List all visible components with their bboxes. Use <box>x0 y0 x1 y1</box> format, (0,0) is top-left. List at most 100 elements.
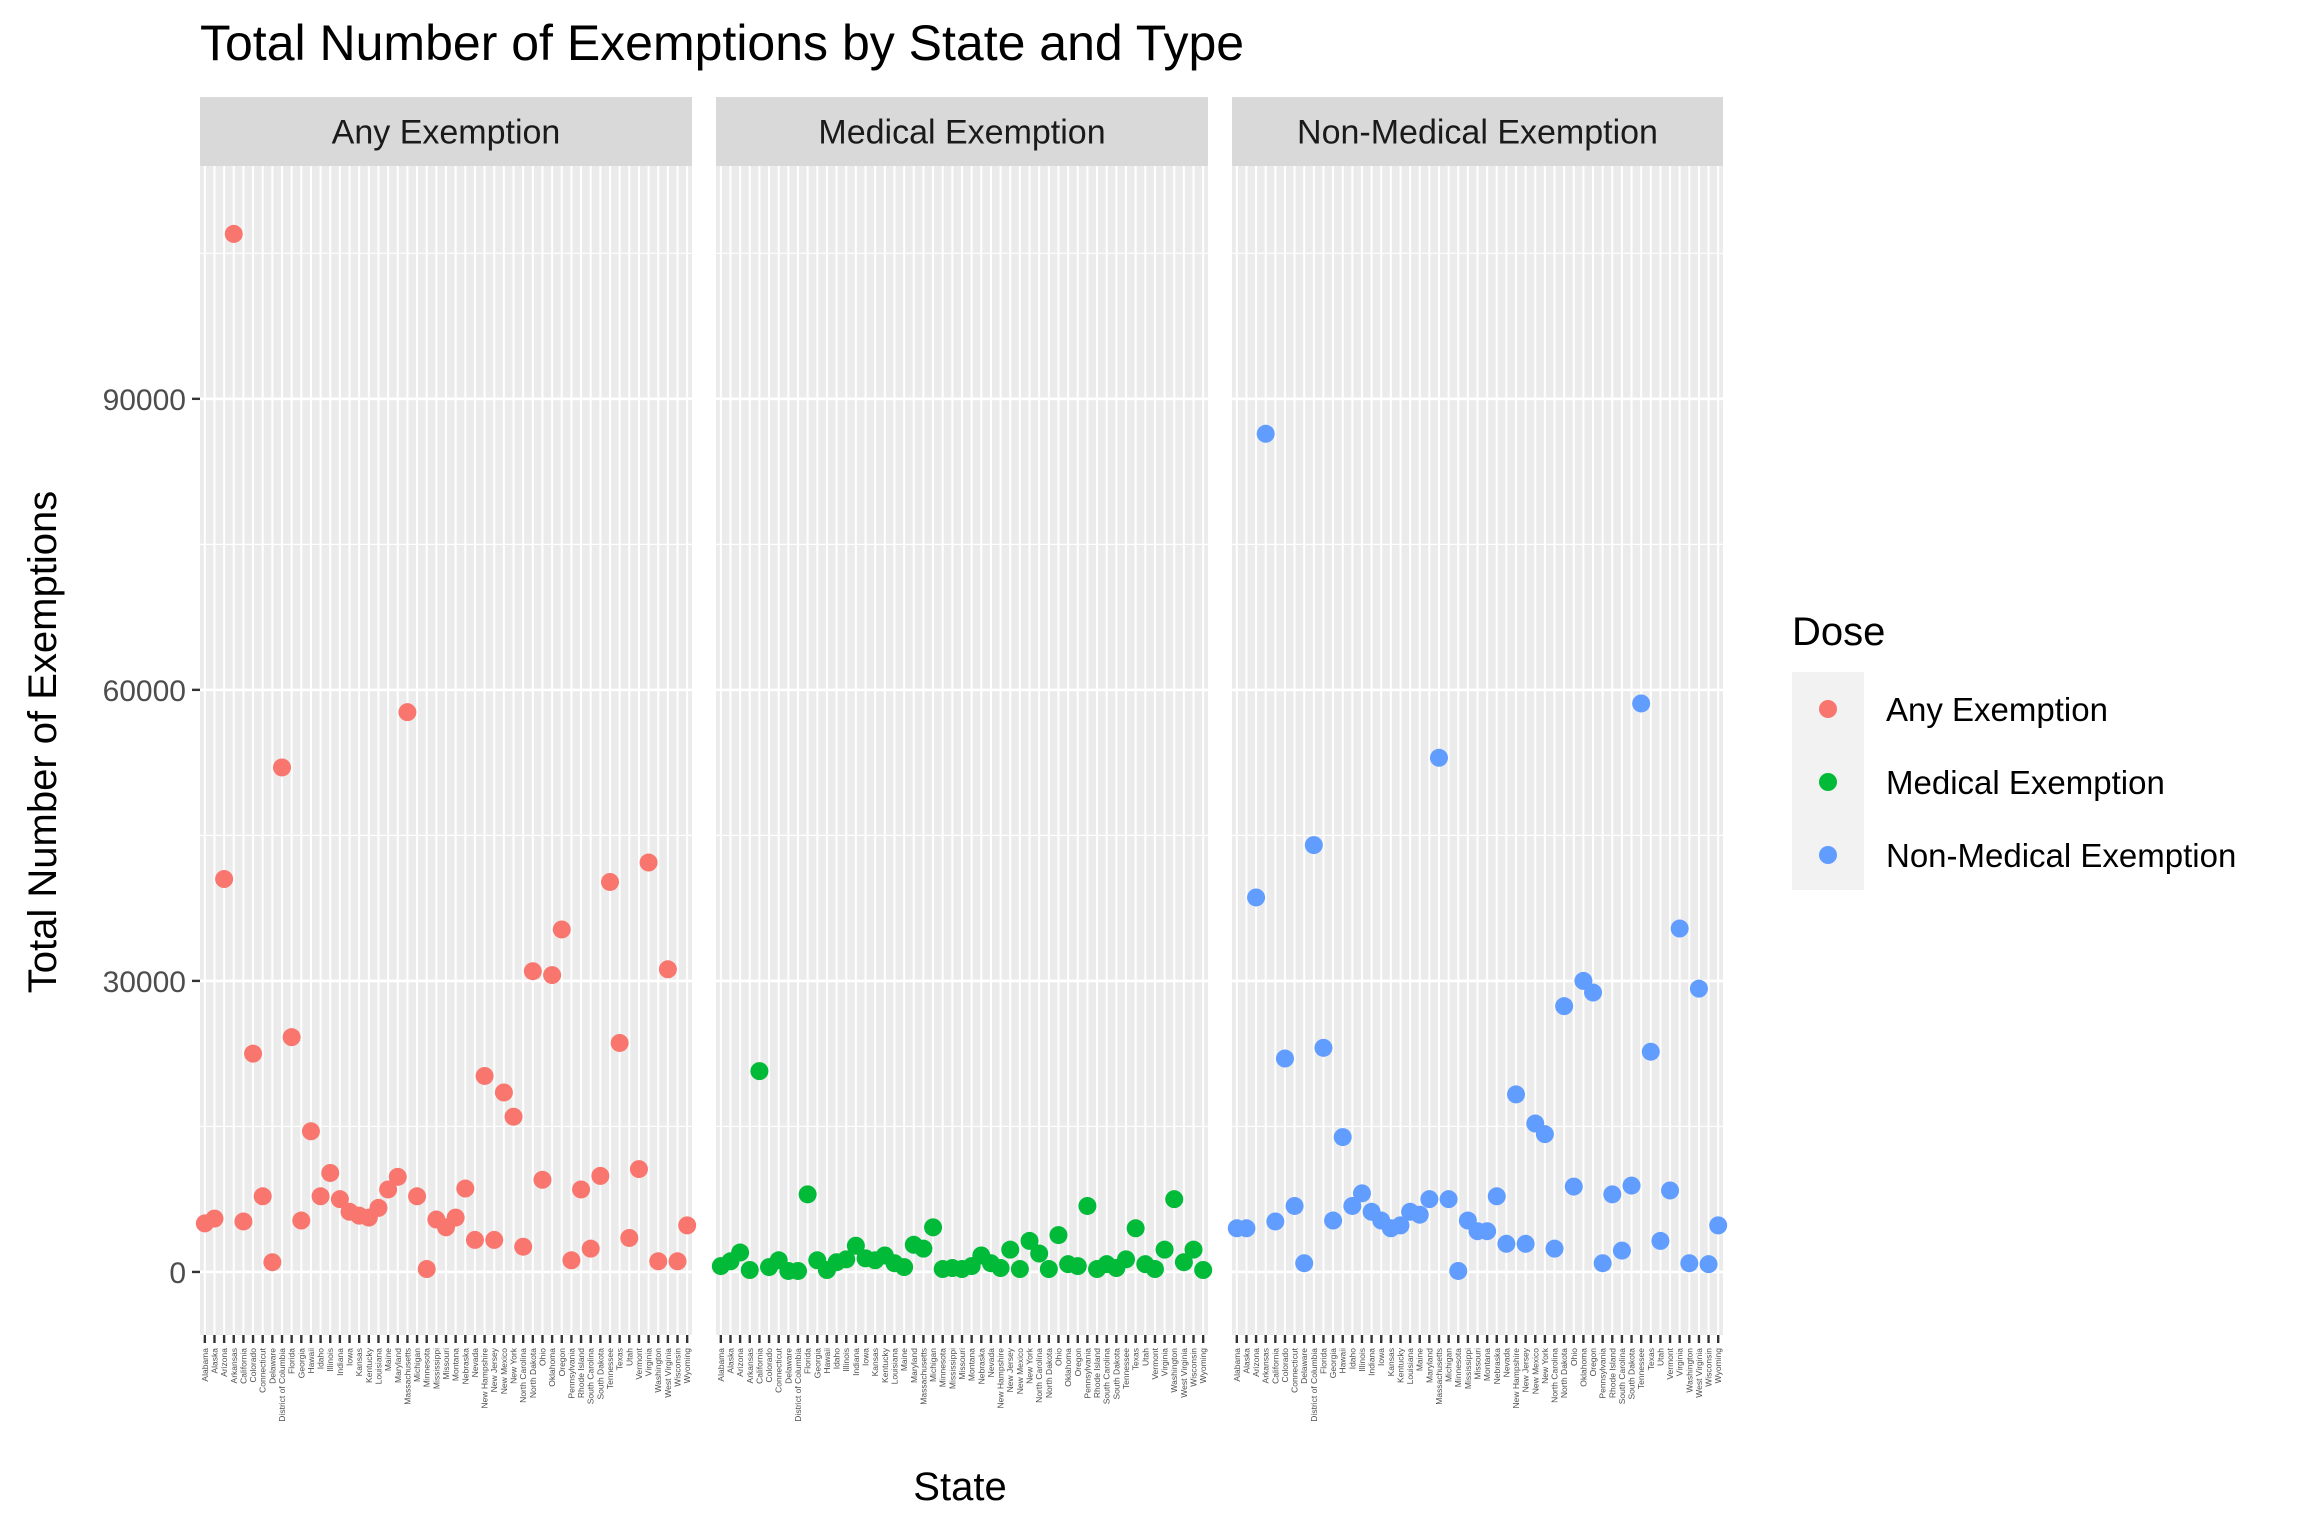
data-point <box>1010 1260 1029 1279</box>
data-point <box>1237 1219 1256 1238</box>
x-tick-label: North Dakota <box>528 1348 538 1398</box>
data-point <box>1603 1185 1622 1204</box>
data-point <box>301 1122 320 1141</box>
x-tick-label: Maryland <box>909 1348 919 1383</box>
data-point <box>1352 1184 1371 1203</box>
x-tick-label: Florida <box>1318 1348 1328 1374</box>
x-tick-label: Minnesota <box>422 1348 432 1387</box>
data-point <box>1145 1260 1164 1279</box>
data-point <box>1632 694 1651 713</box>
data-point <box>234 1212 253 1231</box>
data-point <box>465 1230 484 1249</box>
data-point <box>311 1187 330 1206</box>
data-point <box>620 1228 639 1247</box>
x-tick-label: Mississippi <box>947 1348 957 1389</box>
data-point <box>601 872 619 891</box>
data-point <box>1174 1253 1193 1272</box>
x-tick-label: Oklahoma <box>1063 1348 1073 1387</box>
x-tick-label: Louisiana <box>1405 1348 1415 1385</box>
x-tick-label: Illinois <box>841 1348 851 1372</box>
x-tick-label: Utah <box>1140 1348 1150 1366</box>
x-tick-label: Connecticut <box>258 1347 268 1393</box>
x-tick-label: Colorado <box>248 1348 258 1383</box>
x-tick-label: Arizona <box>1251 1348 1261 1377</box>
x-tick-label: Pennsylvania <box>1082 1348 1092 1399</box>
x-tick-label: Arkansas <box>1261 1348 1271 1383</box>
x-tick-label: West Virginia <box>1179 1348 1189 1398</box>
data-point <box>581 1239 600 1258</box>
data-point <box>1670 919 1689 938</box>
x-tick-label: New Mexico <box>1015 1348 1025 1395</box>
data-point <box>1333 1128 1352 1147</box>
data-point <box>1439 1190 1458 1209</box>
x-tick-label: Pennsylvania <box>566 1348 576 1399</box>
x-tick-label: Michigan <box>1444 1348 1454 1382</box>
data-point <box>1699 1255 1718 1274</box>
data-point <box>1584 983 1603 1002</box>
x-tick-label: Connecticut <box>774 1347 784 1393</box>
x-tick-label: Idaho <box>316 1348 326 1370</box>
x-tick-label: New Mexico <box>499 1348 509 1395</box>
x-tick-label: Wisconsin <box>1704 1348 1714 1387</box>
x-tick-label: Connecticut <box>1290 1347 1300 1393</box>
data-point <box>1680 1254 1699 1273</box>
data-point <box>388 1167 407 1186</box>
x-tick-label: South Carolina <box>1617 1348 1627 1405</box>
x-tick-label: Texas <box>615 1348 625 1370</box>
legend-label: Any Exemption <box>1886 691 2108 728</box>
legend-label: Non-Medical Exemption <box>1886 837 2236 874</box>
facet-strip-label: Non-Medical Exemption <box>1297 114 1658 152</box>
x-tick-label: Texas <box>1131 1348 1141 1370</box>
x-tick-label: North Dakota <box>1044 1348 1054 1398</box>
x-tick-label: Alaska <box>1241 1348 1251 1374</box>
data-point <box>1449 1261 1468 1280</box>
x-tick-label: Michigan <box>412 1348 422 1382</box>
x-tick-label: Utah <box>1655 1348 1665 1366</box>
data-point <box>1641 1042 1660 1061</box>
data-point <box>504 1107 523 1126</box>
facet-strip <box>1232 97 1723 166</box>
data-point <box>1285 1196 1304 1215</box>
data-point <box>1020 1231 1039 1250</box>
data-point <box>244 1044 263 1063</box>
x-tick-label: Virginia <box>1675 1348 1685 1376</box>
x-tick-label: Oregon <box>1073 1348 1083 1377</box>
data-point <box>1507 1085 1526 1104</box>
x-tick-label: Nevada <box>1501 1348 1511 1378</box>
x-tick-label: Washington <box>1684 1348 1694 1393</box>
x-tick-label: Massachusetts <box>1434 1348 1444 1405</box>
x-tick-label: Montana <box>967 1348 977 1381</box>
legend-keys: Any Exemption Medical Exemption Non-Medica… <box>1792 672 2236 890</box>
data-point <box>591 1166 610 1185</box>
x-tick-label: Delaware <box>1299 1348 1309 1384</box>
x-tick-label: Rhode Island <box>1607 1348 1617 1398</box>
x-tick-label: California <box>754 1348 764 1384</box>
data-point <box>224 224 243 243</box>
x-tick-label: Arkansas <box>229 1348 239 1383</box>
data-point <box>1155 1240 1174 1259</box>
x-tick-label: Louisiana <box>373 1348 383 1385</box>
x-tick-label: Kentucky <box>364 1347 374 1383</box>
x-tick-label: Missouri <box>441 1348 451 1380</box>
x-tick-label: Illinois <box>1357 1348 1367 1372</box>
x-tick-label: South Dakota <box>595 1348 605 1400</box>
data-point <box>649 1252 668 1271</box>
data-point <box>1593 1254 1612 1273</box>
x-tick-label: North Carolina <box>1550 1348 1560 1403</box>
x-tick-label: Indiana <box>335 1348 345 1376</box>
x-tick-label: Vermont <box>1150 1347 1160 1379</box>
x-tick-label: Colorado <box>764 1348 774 1383</box>
x-tick-label: Illinois <box>325 1348 335 1372</box>
data-point <box>1545 1239 1564 1258</box>
facet-strip-label: Medical Exemption <box>818 114 1105 152</box>
x-tick-label: Pennsylvania <box>1598 1348 1608 1399</box>
facet-panel: Non-Medical Exemption Alabama Alaska Arizon… <box>1227 97 1728 1422</box>
data-point <box>1516 1234 1535 1253</box>
x-tick-label: Colorado <box>1280 1348 1290 1383</box>
x-tick-label: New York <box>1025 1347 1035 1384</box>
data-point <box>610 1033 629 1052</box>
x-tick-label: Ohio <box>1569 1348 1579 1366</box>
data-point <box>895 1258 914 1277</box>
x-tick-label: Maine <box>899 1348 909 1371</box>
